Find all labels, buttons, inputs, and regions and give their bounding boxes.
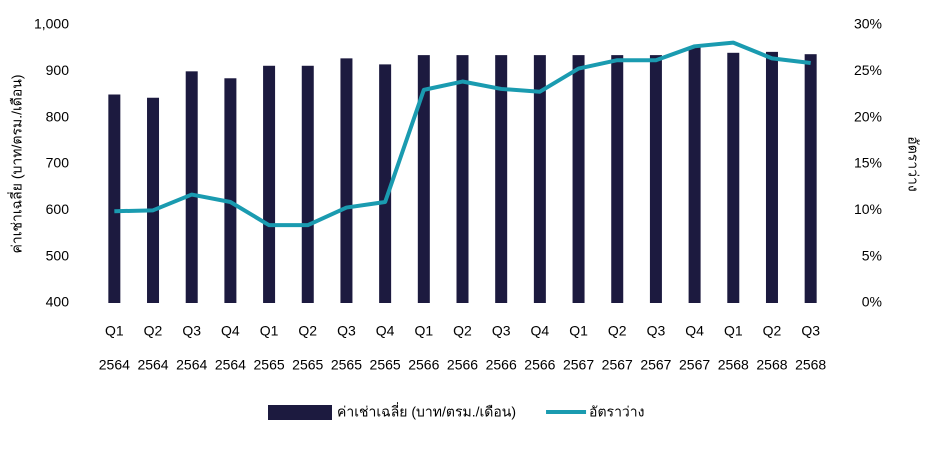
- x-tick-label: 2567: [679, 357, 710, 373]
- y2-tick-label: 0%: [862, 294, 882, 310]
- y-tick-label: 400: [46, 294, 70, 310]
- x-tick-label: Q1: [105, 323, 124, 339]
- x-tick-label: Q2: [453, 323, 472, 339]
- bar: [649, 55, 662, 303]
- x-tick-label: Q3: [492, 323, 511, 339]
- x-tick-label: Q2: [763, 323, 782, 339]
- x-tick-label: Q4: [685, 323, 704, 339]
- x-tick-label: Q1: [724, 323, 743, 339]
- y2-tick-label: 15%: [854, 155, 882, 171]
- legend-swatch: [268, 405, 332, 420]
- bar: [147, 97, 160, 303]
- x-tick-label: Q1: [414, 323, 433, 339]
- y-tick-label: 800: [46, 108, 70, 124]
- x-tick-label: 2564: [137, 357, 168, 373]
- x-tick-label: 2567: [602, 357, 633, 373]
- bar: [572, 55, 585, 303]
- y2-tick-label: 20%: [854, 108, 882, 124]
- x-tick-label: 2565: [292, 357, 323, 373]
- x-tick-label: Q2: [608, 323, 627, 339]
- x-tick-label: Q1: [569, 323, 588, 339]
- bar: [611, 55, 624, 303]
- bar: [185, 71, 198, 303]
- bar: [224, 78, 237, 304]
- x-tick-label: 2567: [640, 357, 671, 373]
- y-tick-label: 600: [46, 201, 70, 217]
- legend-label: ค่าเช่าเฉลี่ย (บาท/ตรม./เดือน): [337, 403, 516, 420]
- x-tick-label: 2564: [176, 357, 207, 373]
- bar: [688, 47, 701, 303]
- x-tick-label: Q4: [221, 323, 240, 339]
- bar: [417, 55, 430, 303]
- bar: [495, 55, 508, 303]
- y-tick-label: 900: [46, 62, 70, 78]
- y-tick-label: 700: [46, 155, 70, 171]
- x-tick-label: Q4: [531, 323, 550, 339]
- x-tick-label: 2566: [447, 357, 478, 373]
- legend-label: อัตราว่าง: [589, 404, 644, 420]
- bar: [108, 94, 121, 303]
- x-tick-label: 2564: [99, 357, 130, 373]
- x-tick-label: 2565: [370, 357, 401, 373]
- bar: [765, 51, 778, 303]
- x-tick-label: 2566: [408, 357, 439, 373]
- bar: [301, 65, 314, 303]
- line: [114, 40, 811, 228]
- x-tick-label: 2566: [524, 357, 555, 373]
- x-tick-label: 2565: [331, 357, 362, 373]
- bar: [727, 52, 740, 303]
- x-tick-label: 2566: [486, 357, 517, 373]
- bar: [533, 55, 546, 303]
- y2-tick-label: 10%: [854, 201, 882, 217]
- bar: [456, 55, 469, 303]
- y2-tick-label: 5%: [862, 247, 882, 263]
- y-axis-title: ค่าเช่าเฉลี่ย (บาท/ตรม./เดือน): [8, 74, 25, 253]
- x-tick-label: 2568: [795, 357, 826, 373]
- bar: [263, 65, 276, 303]
- bar: [340, 58, 353, 303]
- x-tick-label: Q3: [647, 323, 666, 339]
- x-tick-label: 2568: [756, 357, 787, 373]
- x-tick-label: 2568: [718, 357, 749, 373]
- x-tick-label: 2565: [254, 357, 285, 373]
- y-tick-label: 1,000: [34, 16, 69, 32]
- x-tick-label: Q4: [376, 323, 395, 339]
- x-tick-label: Q2: [298, 323, 317, 339]
- bar: [804, 54, 817, 303]
- x-tick-label: Q2: [144, 323, 163, 339]
- x-tick-label: 2567: [563, 357, 594, 373]
- y2-tick-label: 25%: [854, 62, 882, 78]
- x-tick-label: Q3: [182, 323, 201, 339]
- x-tick-label: 2564: [215, 357, 246, 373]
- y2-axis-title: อัตราว่าง: [905, 136, 921, 191]
- x-tick-label: Q3: [337, 323, 356, 339]
- y-tick-label: 500: [46, 247, 70, 263]
- x-tick-label: Q1: [260, 323, 279, 339]
- y2-tick-label: 30%: [854, 16, 882, 32]
- bar: [379, 64, 392, 303]
- x-tick-label: Q3: [801, 323, 820, 339]
